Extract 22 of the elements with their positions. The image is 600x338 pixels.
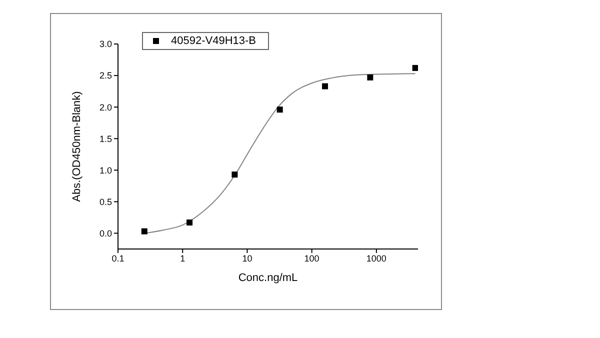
- y-tick-label: 1.5: [99, 134, 112, 144]
- y-tick-label: 2.0: [99, 102, 112, 112]
- y-tick-label: 0.5: [99, 196, 112, 207]
- legend-label: 40592-V49H13-B: [171, 35, 256, 47]
- y-tick-label: 0.0: [99, 228, 112, 238]
- x-tick-label: 1000: [366, 253, 386, 264]
- y-tick-label: 3.0: [99, 39, 112, 50]
- point: [232, 172, 238, 178]
- y-axis-title: Abs.(OD450nm-Blank): [70, 91, 83, 202]
- y-tick-label: 2.5: [99, 70, 112, 81]
- point: [367, 74, 374, 80]
- point: [141, 228, 148, 234]
- x-axis-title: Conc.ng/mL: [238, 272, 298, 284]
- point: [322, 83, 328, 90]
- point: [412, 64, 418, 71]
- x-tick-label: 100: [304, 253, 320, 264]
- x-tick-label: 10: [242, 253, 252, 264]
- point: [186, 220, 193, 226]
- x-tick-label: 1: [180, 253, 186, 264]
- point: [276, 106, 283, 113]
- x-tick-label: 0.1: [112, 253, 124, 264]
- y-tick-label: 1.0: [99, 165, 112, 176]
